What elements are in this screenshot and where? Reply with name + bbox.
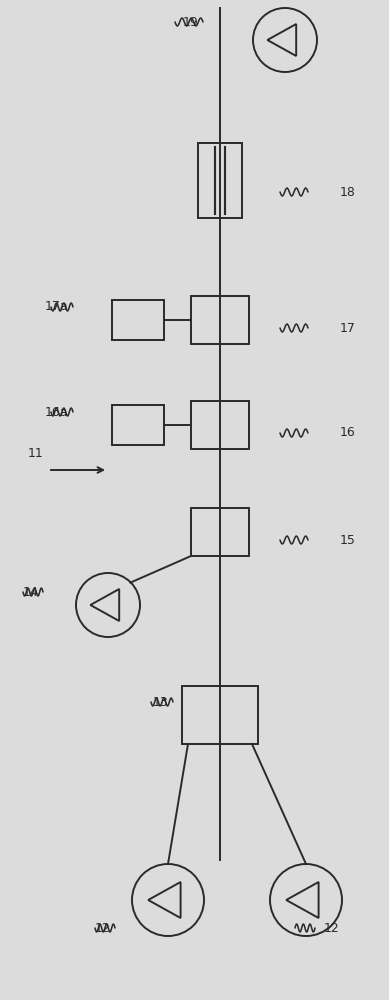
Text: 11: 11 — [28, 447, 44, 460]
Text: 15: 15 — [340, 534, 356, 546]
Text: 16a: 16a — [44, 406, 68, 418]
Text: 12: 12 — [324, 922, 340, 934]
Text: 12: 12 — [94, 922, 110, 934]
Text: 19: 19 — [182, 15, 198, 28]
Bar — [198, 142, 242, 218]
Text: 17a: 17a — [44, 300, 68, 314]
Text: 18: 18 — [340, 186, 356, 198]
Text: 14: 14 — [22, 585, 38, 598]
Bar — [182, 686, 258, 744]
Text: 16: 16 — [340, 426, 356, 440]
Bar — [191, 508, 249, 556]
Text: 13: 13 — [152, 696, 168, 708]
Bar — [112, 300, 164, 340]
Bar — [191, 401, 249, 449]
Bar — [112, 405, 164, 445]
Bar — [191, 296, 249, 344]
Text: 17: 17 — [340, 322, 356, 334]
